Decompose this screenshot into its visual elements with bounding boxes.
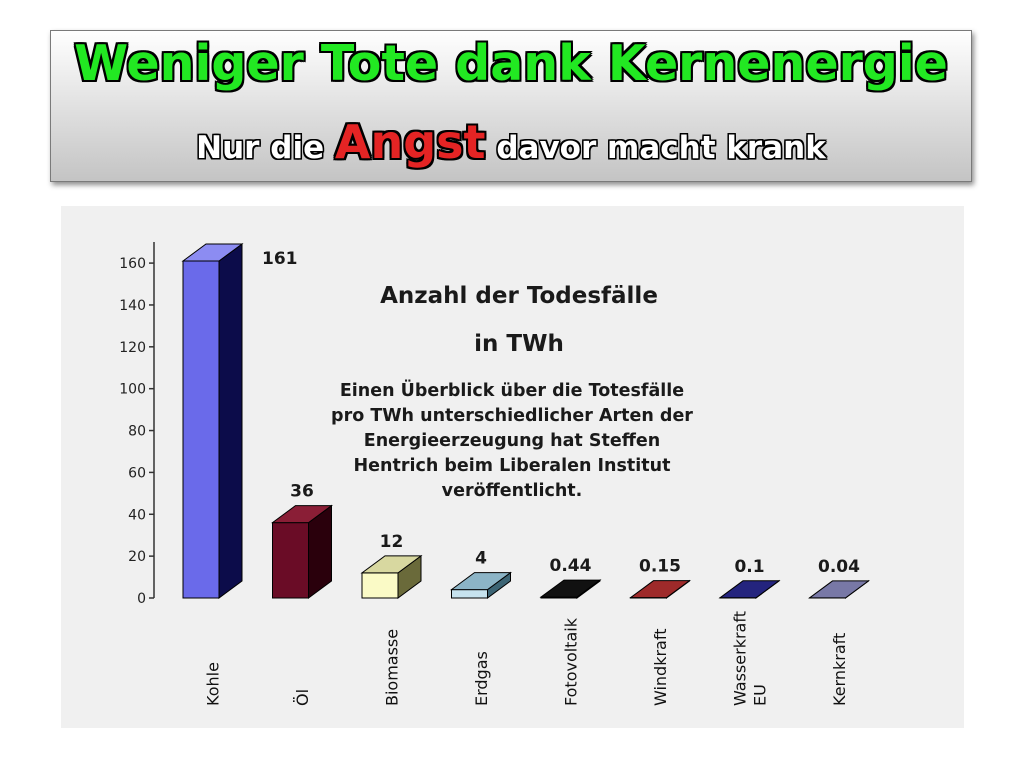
bar	[718, 579, 781, 599]
bar-chart: 0 20 40 60 80 100 120 140 160 161 Kohle 36 Öl 12 Biom…	[119, 242, 871, 706]
y-tick-label: 60	[128, 465, 146, 481]
slide-subtitle: Nur die Angst davor macht krank	[51, 115, 971, 169]
subtitle-emphasis: Angst	[334, 115, 486, 169]
category-label-text: Biomasse	[383, 629, 402, 706]
bar	[539, 579, 602, 599]
bar-front-face	[361, 572, 399, 599]
bar-top-face	[628, 580, 692, 599]
bar-top-face	[539, 579, 602, 598]
category-label-text: Wasserkraft	[731, 611, 750, 706]
category-label-text: Windkraft	[651, 629, 670, 706]
category-label: Kohle	[204, 662, 223, 706]
bar-top-face	[181, 243, 244, 262]
value-label: 0.44	[550, 556, 592, 576]
chart-title-line1: Anzahl der Todesfälle	[380, 283, 658, 309]
category-label-text: EU	[751, 684, 770, 706]
y-tick-label: 160	[119, 256, 146, 272]
bar-front-face	[182, 260, 220, 599]
y-tick-label: 140	[119, 298, 146, 314]
category-label-text: Fotovoltaik	[562, 617, 581, 706]
subtitle-before: Nur die	[196, 130, 325, 166]
chart-annotation: Einen Überblick über die Totesfälle pro …	[331, 381, 693, 501]
y-tick-label: 100	[119, 382, 146, 398]
y-tick-label: 0	[137, 591, 146, 607]
slide-title: Weniger Tote dank Kernenergie	[74, 35, 948, 92]
category-label: Windkraft	[651, 629, 670, 706]
value-label: 12	[380, 532, 404, 552]
value-label: 0.1	[734, 557, 764, 577]
bar-top-face	[807, 580, 871, 599]
chart-panel: 0 20 40 60 80 100 120 140 160 161 Kohle 36 Öl 12 Biom…	[61, 206, 964, 728]
bar	[181, 243, 244, 599]
chart-title-line2: in TWh	[474, 331, 564, 357]
bar-front-face	[272, 522, 309, 599]
bar	[807, 579, 871, 599]
value-label: 4	[475, 549, 487, 569]
value-label: 0.04	[818, 557, 860, 577]
category-label-text: Kernkraft	[830, 633, 849, 706]
category-label: Fotovoltaik	[562, 617, 581, 706]
category-label: Kernkraft	[830, 633, 849, 706]
y-tick-label: 120	[119, 340, 146, 356]
y-tick-label: 40	[128, 507, 146, 523]
bar-top-face	[360, 555, 423, 574]
subtitle-after: davor macht krank	[496, 130, 826, 166]
category-label: Wasserkraft EU	[731, 611, 770, 706]
bar-front-face	[451, 589, 488, 599]
category-label: Erdgas	[472, 651, 491, 706]
category-label-text: Kohle	[204, 662, 223, 706]
y-tick-label: 80	[128, 424, 146, 440]
title-banner: Weniger Tote dank Kernenergie Nur die An…	[50, 30, 972, 182]
value-label: 36	[290, 482, 314, 502]
bar	[270, 504, 334, 599]
value-label: 0.15	[639, 557, 681, 577]
y-tick-label: 20	[128, 549, 146, 565]
bar-side-face	[218, 243, 243, 599]
category-label-text: Öl	[293, 689, 312, 706]
category-label-text: Erdgas	[472, 651, 491, 706]
bar	[360, 554, 423, 599]
bar	[628, 579, 692, 599]
bar	[449, 571, 513, 599]
value-label: 161	[262, 249, 298, 269]
bar-top-face	[270, 505, 334, 524]
bar-top-face	[718, 580, 781, 599]
bar-top-face	[449, 572, 513, 591]
category-label: Öl	[293, 689, 312, 706]
category-label: Biomasse	[383, 629, 402, 706]
